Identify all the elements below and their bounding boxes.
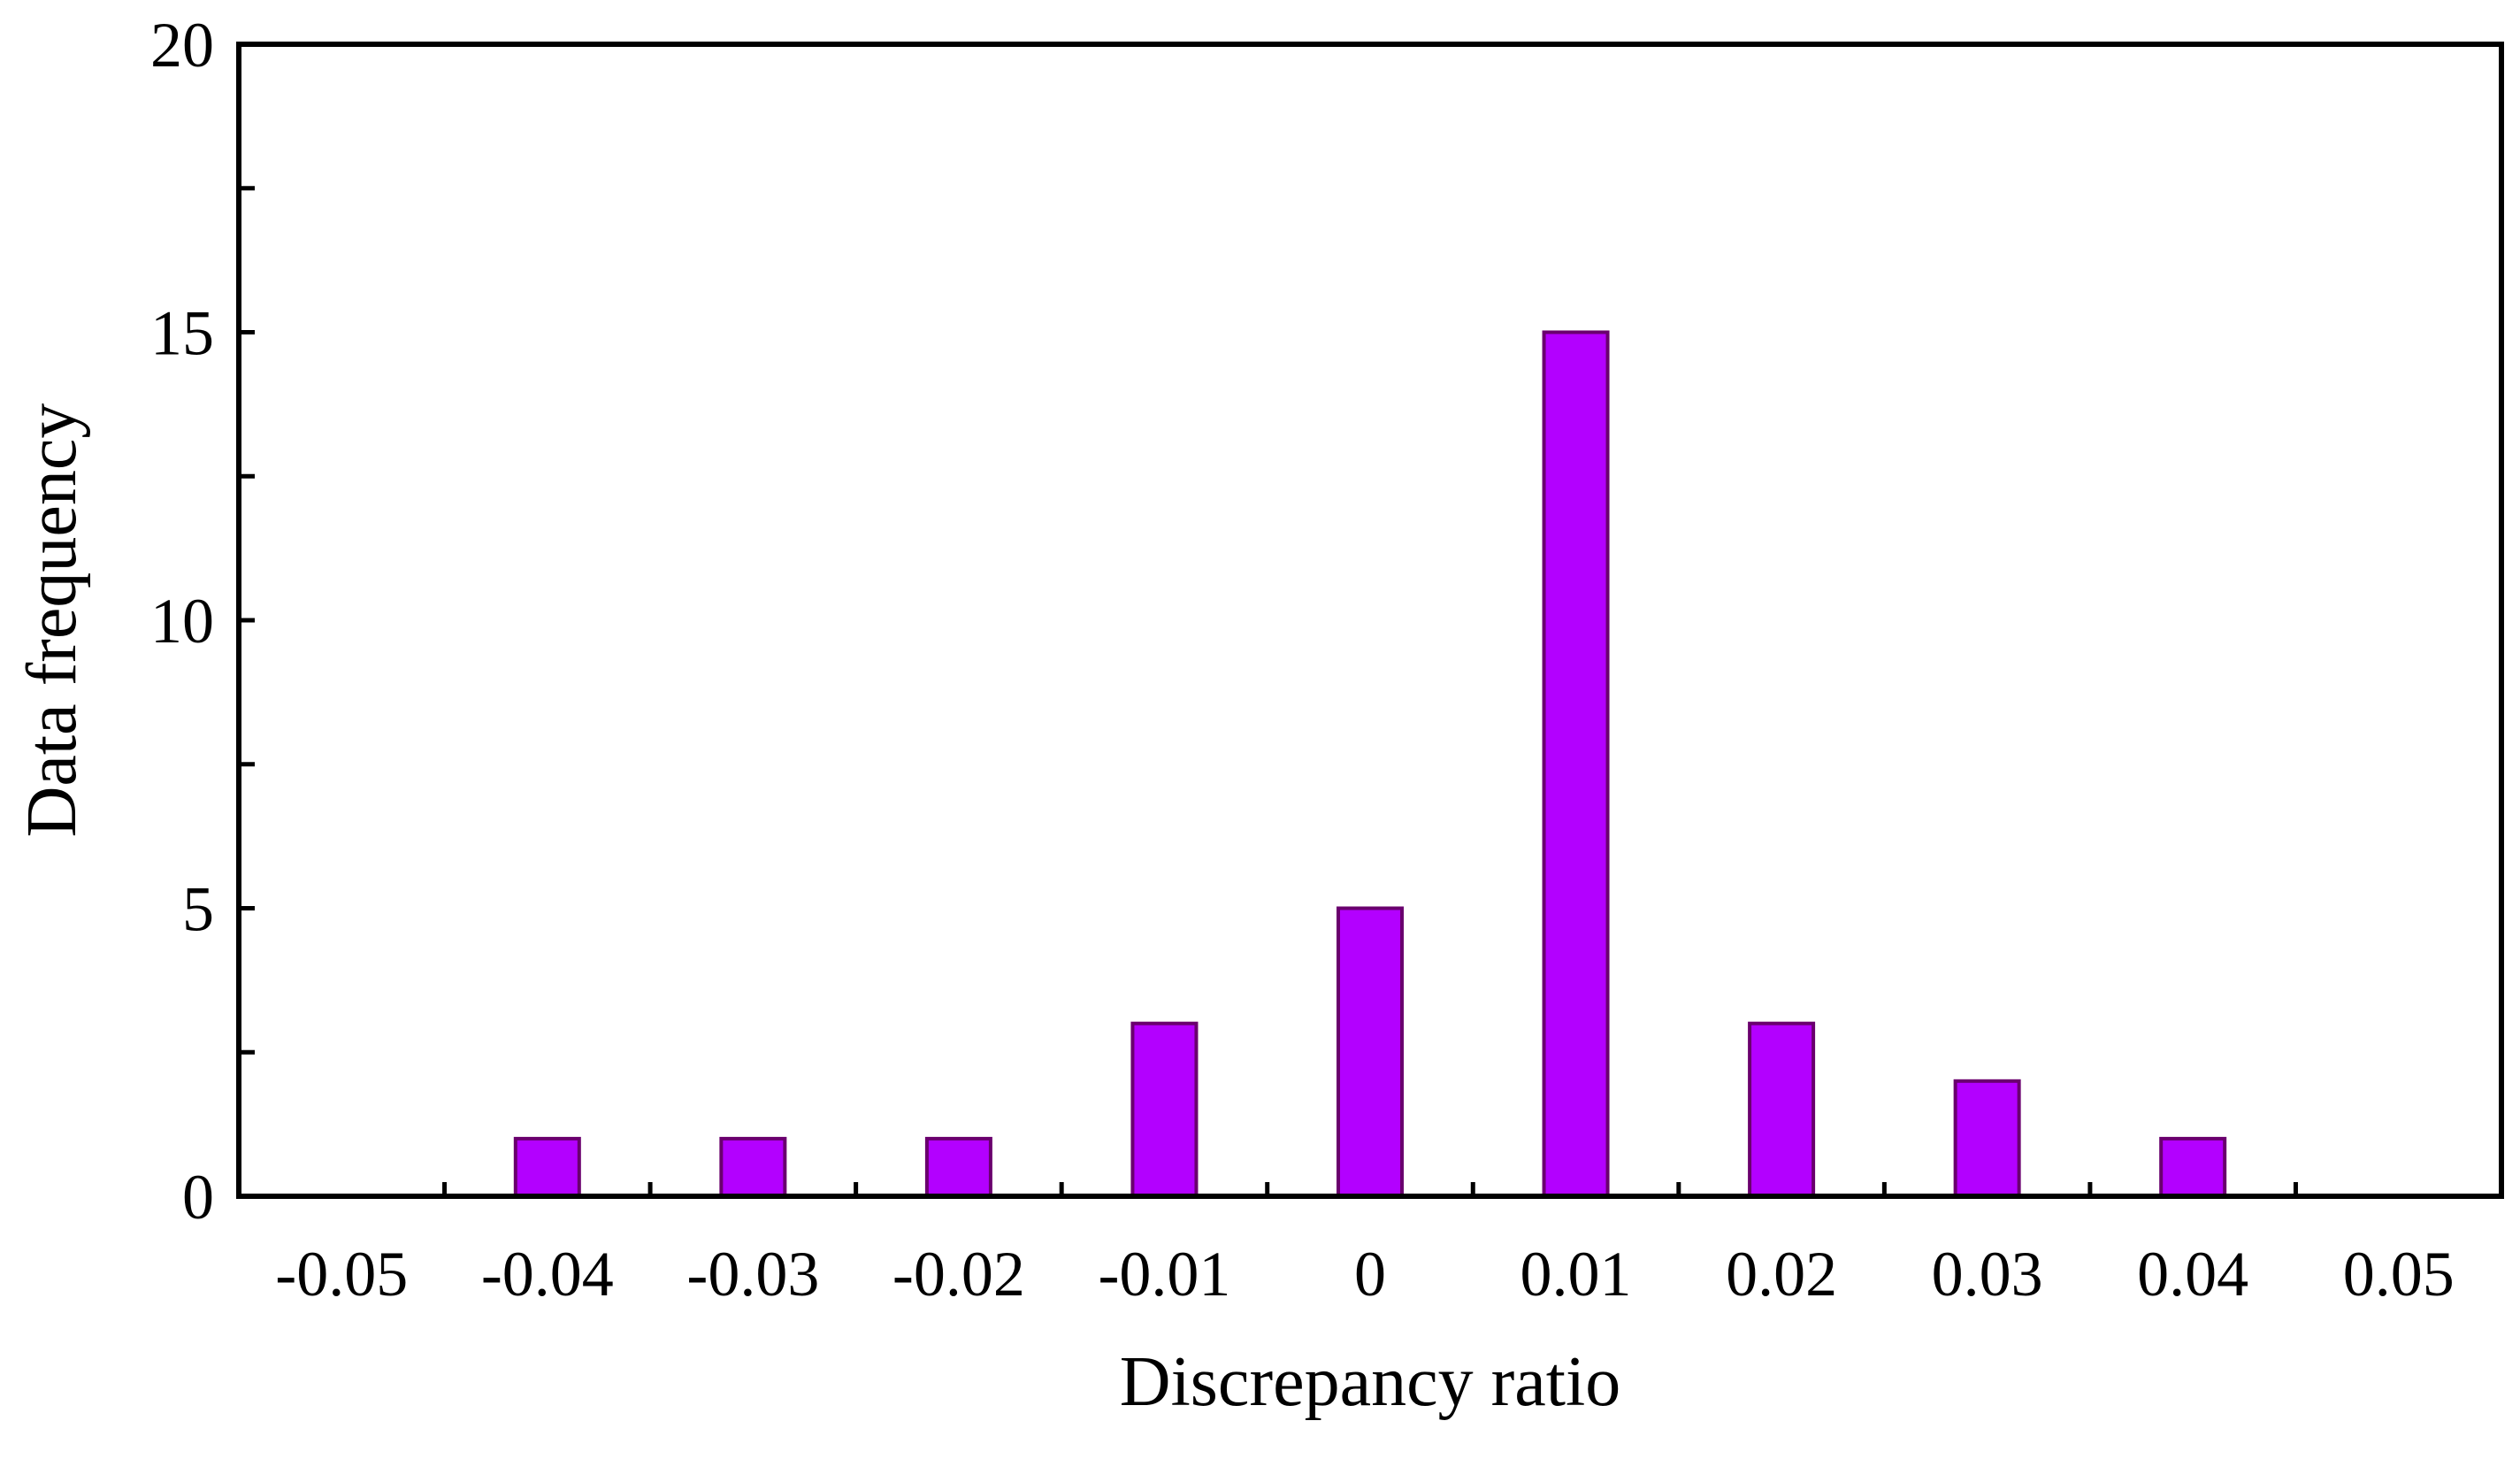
y-axis-title: Data frequency — [13, 403, 91, 838]
bar--0.02 — [924, 1136, 992, 1199]
x-tick-label: -0.02 — [892, 1239, 1025, 1310]
bars-layer — [513, 330, 2227, 1199]
x-tick-label: 0.01 — [1520, 1239, 1632, 1310]
x-ticks-layer: -0.05 -0.04 -0.03 -0.02 -0.01 0 0.01 0.02 0.03 0.… — [275, 1182, 2455, 1310]
bar--0.04 — [513, 1136, 581, 1199]
bar-0.02 — [1748, 1021, 1816, 1198]
y-tick-label: 20 — [150, 10, 214, 81]
x-tick-label: 0.05 — [2343, 1239, 2455, 1310]
y-ticks-layer: 0 5 10 15 20 — [150, 10, 255, 1233]
bar--0.01 — [1130, 1021, 1199, 1198]
x-tick-label: -0.05 — [275, 1239, 408, 1310]
y-tick-label: 0 — [182, 1162, 214, 1233]
bar-0 — [1337, 906, 1404, 1198]
y-tick-label: 15 — [150, 298, 214, 369]
bar-0.04 — [2159, 1136, 2227, 1199]
bar--0.03 — [719, 1136, 787, 1199]
x-tick-label: 0.03 — [1932, 1239, 2043, 1310]
bar-0.01 — [1542, 330, 1610, 1198]
x-tick-label: -0.03 — [686, 1239, 819, 1310]
x-tick-label: 0.02 — [1726, 1239, 1837, 1310]
x-tick-label: -0.04 — [481, 1239, 614, 1310]
x-tick-label: 0 — [1354, 1239, 1386, 1310]
y-tick-label: 10 — [150, 586, 214, 657]
x-tick-label: -0.01 — [1098, 1239, 1230, 1310]
bar-0.03 — [1953, 1079, 2021, 1199]
x-tick-label: 0.04 — [2137, 1239, 2248, 1310]
y-tick-label: 5 — [182, 874, 214, 945]
x-axis-title: Discrepancy ratio — [1120, 1343, 1620, 1421]
